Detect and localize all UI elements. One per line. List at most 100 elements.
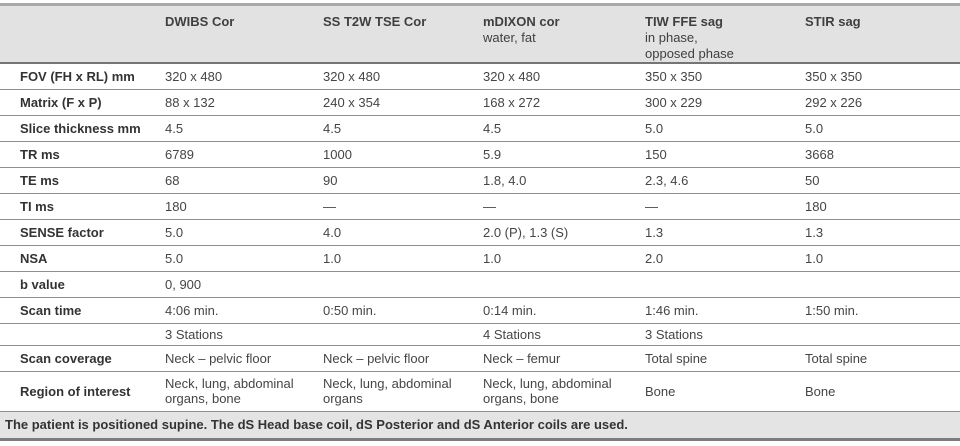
table-cell: Neck, lung, abdominal organs, bone [483,376,612,406]
table-cell: 320 x 480 [483,68,541,84]
row-label: TE ms [20,172,60,188]
row-label [0,323,165,345]
table-cell: 50 [805,172,820,188]
row-label: Region of interest [20,383,131,399]
table-cell: 1.0 [323,250,342,266]
table-cell: 300 x 229 [645,94,703,110]
table-row: b value 0, 900 [0,271,960,297]
table-cell: 5.0 [805,120,824,136]
table-cell: — [645,198,658,214]
table-cell: 2.0 [645,250,664,266]
column-header: TIW FFE sag in phase, opposed phase [645,4,805,64]
table-cell [805,323,960,345]
table-cell: 0, 900 [165,276,202,292]
table-cell: 0:14 min. [483,302,537,318]
table-row: TE ms 68 90 1.8, 4.0 2.3, 4.6 50 [0,167,960,193]
column-label: STIR sag [805,14,861,29]
column-header: STIR sag [805,4,960,64]
column-label: mDIXON cor [483,14,560,29]
table-cell: Bone [645,383,676,399]
table-cell: 68 [165,172,180,188]
table-row: Region of interest Neck, lung, abdominal … [0,371,960,411]
column-sublabel: water, fat [483,30,536,45]
table-cell [323,271,483,297]
table-cell: 3 Stations [645,326,703,342]
row-label: b value [20,276,65,292]
row-label: Matrix (F x P) [20,94,102,110]
table-row: SENSE factor 5.0 4.0 2.0 (P), 1.3 (S) 1.3 1.3 [0,219,960,245]
table-cell: Neck – pelvic floor [323,350,430,366]
table-body: FOV (FH x RL) mm 320 x 480 320 x 480 320 x … [0,63,960,411]
table-cell: 1:46 min. [645,302,699,318]
table-row: Scan time 4:06 min. 0:50 min. 0:14 min. 1:46… [0,297,960,323]
table-cell: 1.3 [805,224,824,240]
column-header: mDIXON cor water, fat [483,4,645,64]
table-cell: 3668 [805,146,834,162]
table-cell: Bone [805,383,836,399]
table-row: FOV (FH x RL) mm 320 x 480 320 x 480 320 x … [0,63,960,89]
row-label: TR ms [20,146,60,162]
table-cell: 292 x 226 [805,94,863,110]
table-cell: 5.0 [645,120,664,136]
table-cell: 240 x 354 [323,94,381,110]
table-cell: Total spine [805,350,868,366]
table-cell [483,271,645,297]
table-cell: 1.0 [805,250,824,266]
corner-header [0,4,165,64]
table-cell: 5.9 [483,146,502,162]
table-row: TR ms 6789 1000 5.9 150 3668 [0,141,960,167]
table-cell: Total spine [645,350,708,366]
row-label: NSA [20,250,48,266]
row-label: Scan coverage [20,350,112,366]
column-label: SS T2W TSE Cor [323,14,427,29]
table-cell: 2.3, 4.6 [645,172,689,188]
table-cell: 5.0 [165,250,184,266]
column-label: TIW FFE sag [645,14,723,29]
table-cell: 4.5 [483,120,502,136]
table-cell: 168 x 272 [483,94,541,110]
table-cell: 1.3 [645,224,664,240]
mri-parameters-table: DWIBS Cor SS T2W TSE Cor mDIXON cor water, … [0,3,960,412]
table-cell: 350 x 350 [645,68,703,84]
table-cell: Neck – pelvic floor [165,350,272,366]
table-cell [805,271,960,297]
table-row: Scan coverage Neck – pelvic floor Neck – p… [0,345,960,371]
table-row: Matrix (F x P) 88 x 132 240 x 354 168 x 272… [0,89,960,115]
column-header: DWIBS Cor [165,4,323,64]
column-header: SS T2W TSE Cor [323,4,483,64]
table-cell: 6789 [165,146,194,162]
header-row: DWIBS Cor SS T2W TSE Cor mDIXON cor water, … [0,4,960,64]
table-row: Slice thickness mm 4.5 4.5 4.5 5.0 5.0 [0,115,960,141]
table-cell: 1000 [323,146,352,162]
table-cell [645,271,805,297]
table-row: TI ms 180 — — — 180 [0,193,960,219]
table-header: DWIBS Cor SS T2W TSE Cor mDIXON cor water, … [0,4,960,64]
table-cell: 180 [805,198,827,214]
table-cell: 1:50 min. [805,302,859,318]
table-row: 3 Stations 4 Stations 3 Stations [0,323,960,345]
table-cell: 320 x 480 [323,68,381,84]
table-cell: 90 [323,172,338,188]
table-cell: 0:50 min. [323,302,377,318]
row-label: FOV (FH x RL) mm [20,68,135,84]
table-footnote: The patient is positioned supine. The dS… [0,411,960,441]
table-cell: 150 [645,146,667,162]
table-cell: 180 [165,198,187,214]
table-cell: 88 x 132 [165,94,215,110]
table-row: NSA 5.0 1.0 1.0 2.0 1.0 [0,245,960,271]
table-cell: 3 Stations [165,326,223,342]
table-cell: 5.0 [165,224,184,240]
table-cell: Neck – femur [483,350,561,366]
table-cell: Neck, lung, abdominal organs [323,376,452,406]
column-label: DWIBS Cor [165,14,235,29]
table-cell: 4 Stations [483,326,541,342]
table-cell: 320 x 480 [165,68,223,84]
table-cell: 350 x 350 [805,68,863,84]
table-cell: 4.5 [323,120,342,136]
column-sublabel: in phase, opposed phase [645,30,734,61]
row-label: Slice thickness mm [20,120,141,136]
table-cell [323,323,483,345]
table-cell: Neck, lung, abdominal organs, bone [165,376,294,406]
table-cell: 1.8, 4.0 [483,172,527,188]
table-cell: 1.0 [483,250,502,266]
